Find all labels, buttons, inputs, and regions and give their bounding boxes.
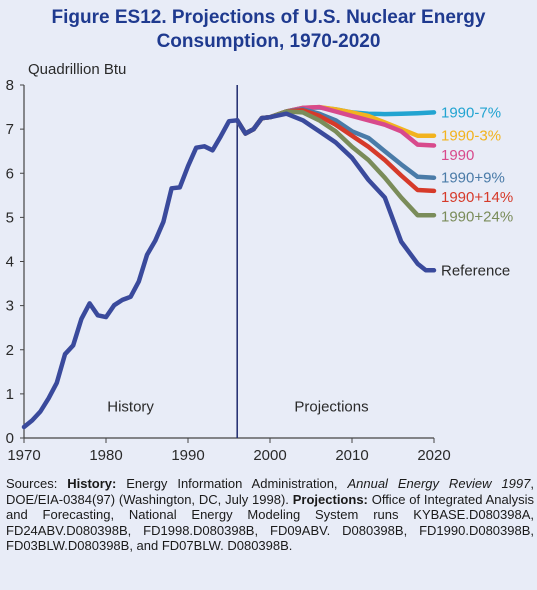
history-line	[21, 118, 240, 430]
series-label-1990-3-: 1990-3%	[441, 128, 501, 145]
y-tick-label: 0	[6, 430, 14, 447]
source-history-rest: , DOE/EIA-0384(97) (Washington, DC, July…	[6, 476, 534, 507]
source-lead: Sources:	[6, 476, 68, 491]
series-label-1990: 1990	[441, 147, 474, 164]
series-label-1990-7-: 1990-7%	[441, 104, 501, 121]
chart-axes: 0 1 2 3 4 5 6 7 8 1970 1980 1990 2000 2010 2020 Quadril…	[6, 61, 451, 464]
series-label-reference: Reference	[441, 262, 510, 279]
source-projections-text: Office of Integrated Analysis and Foreca…	[6, 491, 534, 554]
series-line-1990-14-	[234, 107, 437, 194]
series-label-1990-9-: 1990+9%	[441, 170, 505, 187]
source-history-publication: Annual Energy Review 1997	[347, 476, 531, 491]
series-line-reference	[234, 111, 437, 273]
y-tick-label: 7	[6, 121, 14, 138]
y-tick-label: 8	[6, 77, 14, 94]
y-tick-label: 2	[6, 342, 14, 359]
y-tick-label: 4	[6, 254, 14, 271]
x-tick-label: 2010	[335, 447, 368, 464]
projections-label: Projections	[294, 399, 368, 416]
chart-labels: History Projections 1990-7% 1990-3% 1990 1990…	[107, 104, 513, 415]
source-note: Sources: History: Energy Information Adm…	[6, 476, 534, 554]
x-tick-label: 2000	[253, 447, 286, 464]
history-label: History	[107, 399, 154, 416]
x-tick-label: 2020	[417, 447, 450, 464]
series-label-1990-24-: 1990+24%	[441, 209, 513, 226]
x-tick-label: 1970	[7, 447, 40, 464]
chart-title-line1: Figure ES12. Projections of U.S. Nuclear…	[51, 7, 486, 28]
chart-title: Figure ES12. Projections of U.S. Nuclear…	[0, 6, 537, 54]
source-history-text: Energy Information Administration,	[116, 476, 348, 491]
chart-lines	[21, 104, 437, 430]
y-tick-label: 1	[6, 386, 14, 403]
chart-title-line2: Consumption, 1970-2020	[156, 31, 381, 52]
nuclear-consumption-chart: 0 1 2 3 4 5 6 7 8 1970 1980 1990 2000 2010 2020 Quadril…	[6, 61, 514, 464]
x-tick-label: 1980	[89, 447, 122, 464]
source-projections-label: Projections:	[292, 491, 368, 507]
y-tick-label: 3	[6, 298, 14, 315]
series-label-1990-14-: 1990+14%	[441, 189, 513, 206]
y-tick-label: 6	[6, 165, 14, 182]
y-axis-title: Quadrillion Btu	[28, 61, 126, 78]
y-tick-label: 5	[6, 209, 14, 226]
x-tick-label: 1990	[171, 447, 204, 464]
source-history-label: History:	[67, 476, 117, 491]
